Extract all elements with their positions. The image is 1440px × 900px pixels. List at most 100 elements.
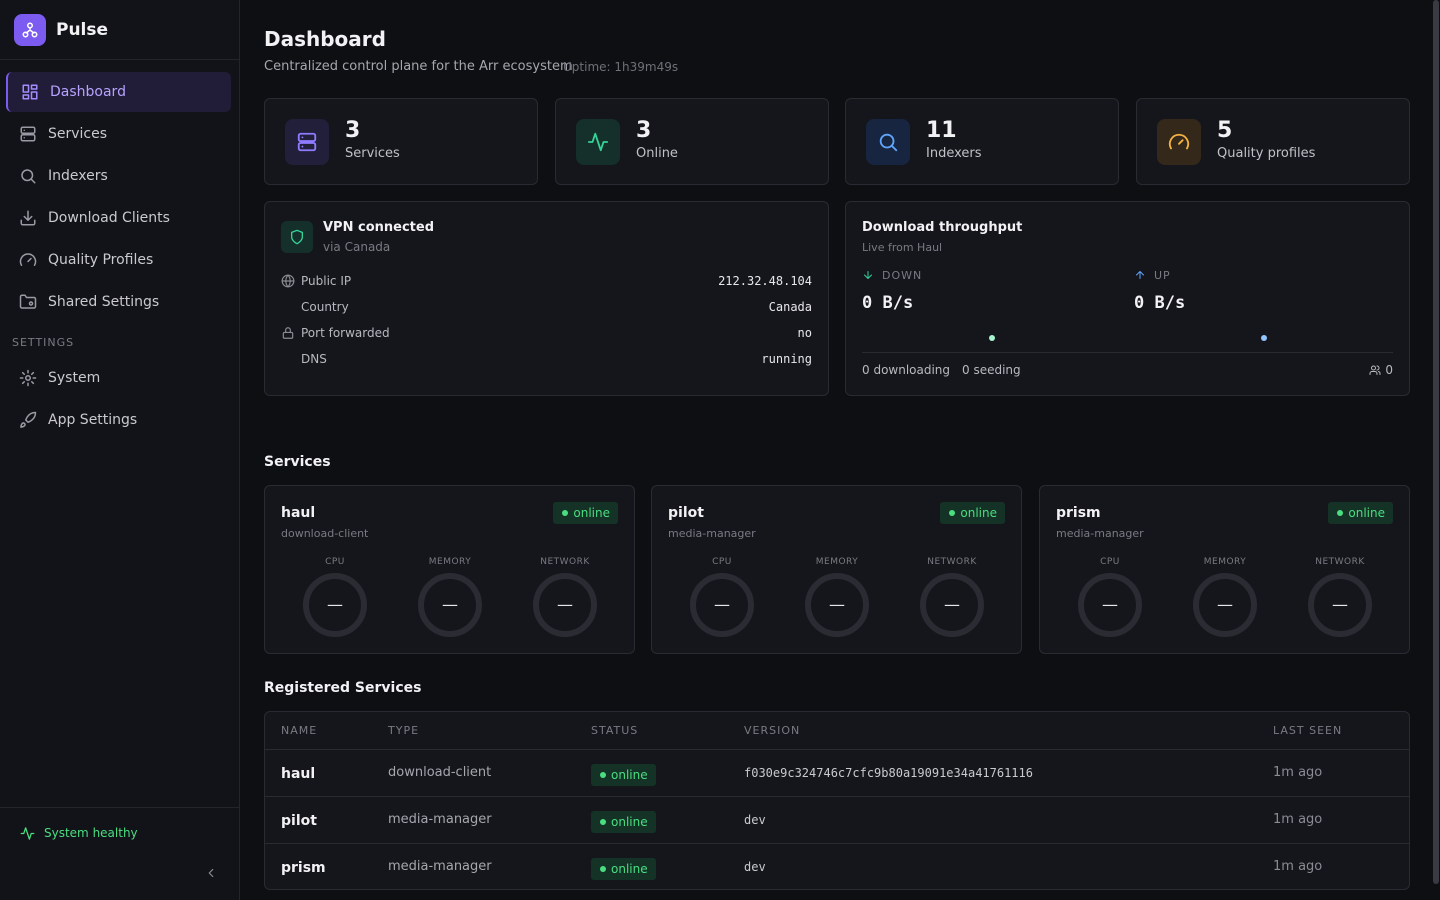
stat-card: 5 Quality profiles <box>1136 98 1410 185</box>
cell-last-seen: 1m ago <box>1273 812 1323 827</box>
metric-value: — <box>944 595 960 614</box>
metric-label: MEMORY <box>1203 557 1247 567</box>
metric-ring <box>805 573 869 637</box>
column-header: NAME <box>281 724 318 737</box>
metric-label: CPU <box>325 557 345 567</box>
nav-item[interactable]: Services <box>6 114 231 154</box>
row-icon <box>282 327 294 339</box>
metric-value: — <box>829 595 845 614</box>
vpn-title: VPN connected <box>323 220 435 235</box>
logo-icon <box>22 22 38 38</box>
nav-item[interactable]: Shared Settings <box>6 282 231 322</box>
service-name: haul <box>281 505 316 521</box>
cell-type: media-manager <box>388 859 492 874</box>
service-name: prism <box>1056 505 1101 521</box>
metric-ring <box>1193 573 1257 637</box>
status-badge: online <box>940 502 1005 524</box>
peers-icon <box>1369 365 1381 375</box>
divider <box>0 807 239 808</box>
throughput-card: Download throughput Live from Haul DOWN 0 B… <box>845 201 1410 396</box>
nav-icon <box>19 253 37 266</box>
down-icon <box>864 271 872 279</box>
stat-label: Online <box>636 146 678 161</box>
section-title: Services <box>264 454 331 470</box>
seeding-count: 0 seeding <box>962 363 1021 377</box>
collapse-button[interactable] <box>204 866 218 880</box>
sparkline-dot <box>989 335 995 341</box>
metric-label: NETWORK <box>540 557 590 567</box>
status-badge: online <box>591 811 656 833</box>
stat-glyph <box>879 133 898 152</box>
nav-icon <box>20 126 36 142</box>
metric-ring <box>1308 573 1372 637</box>
cell-version: dev <box>744 860 766 874</box>
status-dot <box>600 772 606 778</box>
up-icon <box>1136 271 1144 279</box>
service-type: download-client <box>281 527 369 540</box>
nav-item[interactable]: App Settings <box>6 400 231 440</box>
service-card: prism media-manager online CPU — MEMORY — NETWO… <box>1039 485 1410 654</box>
services-table: NAME TYPE STATUS VERSION LAST SEEN haul downlo… <box>264 711 1410 890</box>
vpn-row-value: 212.32.48.104 <box>718 274 812 288</box>
stat-icon <box>576 119 620 165</box>
vpn-row-value: Canada <box>768 300 812 314</box>
cell-name: haul <box>281 766 316 782</box>
cell-type: media-manager <box>388 812 492 827</box>
metric-value: — <box>714 595 730 614</box>
metric-ring <box>418 573 482 637</box>
scrollbar-thumb <box>1433 0 1439 884</box>
nav-icon <box>20 411 37 428</box>
stat-icon <box>285 119 329 165</box>
nav-icon <box>19 369 37 387</box>
nav-item[interactable]: Dashboard <box>6 72 231 112</box>
metric-label: NETWORK <box>927 557 977 567</box>
page-title: Dashboard <box>264 27 386 51</box>
sparkline-dot <box>1261 335 1267 341</box>
table-row[interactable]: pilot media-manager online dev 1m ago <box>265 796 1409 843</box>
nav-label: App Settings <box>48 412 138 428</box>
metric-value: — <box>1102 595 1118 614</box>
stat-icon <box>1157 119 1201 165</box>
metric-ring <box>533 573 597 637</box>
downloading-count: 0 downloading <box>862 363 951 377</box>
vpn-row-label: Public IP <box>301 274 352 288</box>
status-badge: online <box>591 858 656 880</box>
nav-icon <box>20 210 36 226</box>
service-type: media-manager <box>668 527 756 540</box>
nav-label: Download Clients <box>48 210 170 226</box>
sidebar: Pulse Dashboard Services Indexers Download C… <box>0 0 240 900</box>
table-row[interactable]: haul download-client online f030e9c324746c7… <box>265 749 1409 796</box>
shield <box>291 229 303 245</box>
brand: Pulse <box>56 20 109 40</box>
stat-card: 3 Services <box>264 98 538 185</box>
metric-value: — <box>557 595 573 614</box>
status-badge: online <box>553 502 618 524</box>
nav-item[interactable]: Indexers <box>6 156 231 196</box>
vpn-subtitle: via Canada <box>323 240 391 254</box>
metric-ring <box>690 573 754 637</box>
nav-label: System <box>48 370 101 386</box>
section-title: Registered Services <box>264 680 422 696</box>
cell-name: pilot <box>281 813 317 829</box>
vpn-row-value: no <box>797 326 812 340</box>
metric-label: MEMORY <box>428 557 472 567</box>
stat-label: Services <box>345 146 400 161</box>
service-name: pilot <box>668 505 704 521</box>
section-heading: SETTINGS <box>12 336 75 349</box>
metric-value: — <box>1332 595 1348 614</box>
stat-label: Indexers <box>926 146 982 161</box>
metric-value: — <box>442 595 458 614</box>
status-dot <box>1337 510 1344 516</box>
column-header: TYPE <box>388 724 420 737</box>
stat-card: 3 Online <box>555 98 829 185</box>
up-label: UP <box>1154 269 1171 282</box>
metric-label: CPU <box>712 557 732 567</box>
nav-item[interactable]: Download Clients <box>6 198 231 238</box>
nav-item[interactable]: Quality Profiles <box>6 240 231 280</box>
table-row[interactable]: prism media-manager online dev 1m ago <box>265 843 1409 890</box>
cell-last-seen: 1m ago <box>1273 859 1323 874</box>
nav-item[interactable]: System <box>6 358 231 398</box>
metric-value: — <box>1217 595 1233 614</box>
status-dot <box>949 510 956 516</box>
nav-label: Dashboard <box>50 84 126 100</box>
